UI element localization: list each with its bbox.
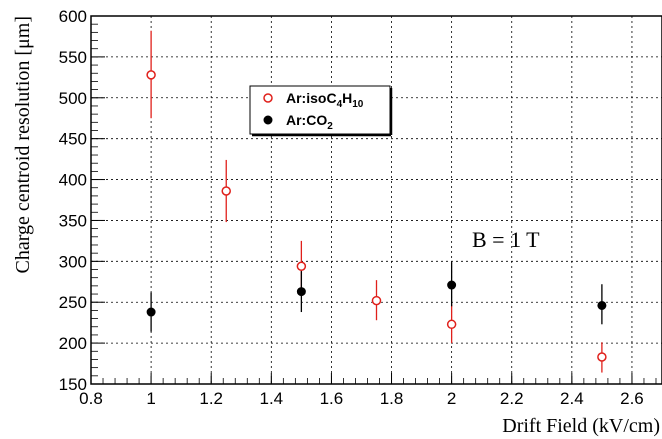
y-tick-label: 250 (59, 293, 87, 312)
x-tick-label: 1 (146, 389, 155, 408)
x-tick-label: 1.6 (320, 389, 344, 408)
y-tick-label: 450 (59, 130, 87, 149)
data-series (146, 30, 607, 373)
legend-marker-ar-co2 (263, 115, 273, 125)
x-axis-title: Drift Field (kV/cm) (502, 415, 660, 437)
y-tick-label: 150 (59, 375, 87, 394)
y-tick-label: 200 (59, 334, 87, 353)
data-point (296, 261, 307, 271)
x-tick-label: 1.8 (380, 389, 404, 408)
x-tick-label: 2.6 (620, 389, 644, 408)
y-tick-label: 400 (59, 171, 87, 190)
legend-marker-ar-isobutane (263, 93, 273, 103)
data-point (371, 295, 382, 306)
y-axis-title: Charge centroid resolution [μm] (12, 16, 34, 274)
y-tick-label: 350 (59, 211, 87, 230)
x-tick-label: 0.8 (79, 389, 103, 408)
legend: Ar:isoC4H10 Ar:CO2 (249, 85, 393, 137)
axis-ticks (90, 15, 657, 385)
y-tick-label: 550 (59, 48, 87, 67)
data-point (296, 287, 306, 297)
y-tick-labels: 150 200 250 300 350 400 450 500 550 600 (59, 7, 87, 394)
x-tick-label: 1.4 (259, 389, 283, 408)
x-tick-label: 2.2 (500, 389, 524, 408)
plot-frame (90, 15, 662, 385)
legend-label-ar-co2: Ar:CO2 (286, 112, 333, 132)
series-ar-isobutane (146, 30, 607, 373)
data-point (447, 280, 457, 290)
x-tick-label: 2.4 (560, 389, 584, 408)
data-point (146, 70, 156, 80)
data-point (446, 319, 457, 330)
legend-box (249, 85, 391, 135)
grid (91, 16, 662, 384)
x-tick-label: 2 (447, 389, 456, 408)
data-point (597, 352, 607, 362)
data-point (146, 307, 156, 317)
data-point (597, 300, 607, 310)
data-point (221, 186, 231, 196)
x-tick-label: 1.2 (199, 389, 223, 408)
x-tick-labels: 0.8 1 1.2 1.4 1.6 1.8 2 2.2 2.4 2.6 (79, 389, 644, 408)
legend-label-ar-isobutane: Ar:isoC4H10 (286, 90, 364, 110)
y-tick-label: 300 (59, 252, 87, 271)
series-ar-co2 (146, 262, 607, 332)
field-annotation: B = 1 T (472, 227, 540, 252)
y-tick-label: 500 (59, 89, 87, 108)
y-tick-label: 600 (59, 7, 87, 26)
